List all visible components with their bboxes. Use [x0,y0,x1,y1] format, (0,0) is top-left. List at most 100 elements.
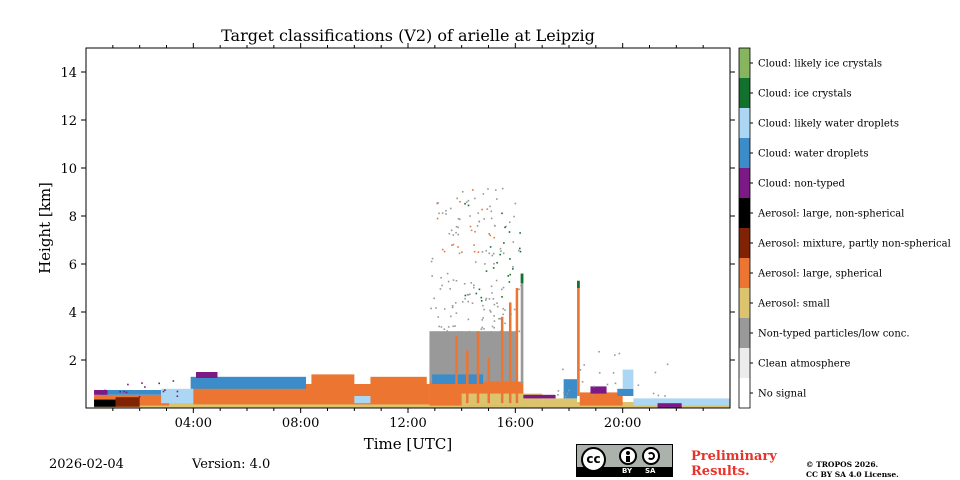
scatter-4-point [125,391,128,394]
scatter-0-point [485,297,488,300]
y-axis-label: Height [km] [36,182,54,274]
scatter-0-point [493,320,496,322]
class-region-3 [115,397,140,407]
class-region-6 [161,388,199,404]
scatter-4-point [141,382,143,384]
scatter-1-point [485,270,488,272]
scatter-1-point [508,231,511,233]
scatter-0-point [455,312,458,314]
legend-label-0: No signal [758,389,806,400]
legend-label-9: Cloud: likely water droplets [758,119,899,130]
y-tick-label-5: 12 [60,114,77,129]
scatter-4-point [144,386,146,388]
x-tick-label-3: 16:00 [497,416,534,431]
scatter-3-point [664,395,666,397]
preliminary-line-1: Preliminary [691,449,777,464]
scatter-2-point [472,189,474,191]
scatter-0-point [457,226,459,229]
scatter-0-point [449,288,452,290]
y-tick-label-1: 4 [69,306,77,321]
scatter-0-point [508,221,511,224]
class-region-18 [523,394,556,399]
scatter-0-point [513,215,515,218]
y-tick-label-0: 2 [69,354,77,369]
legend-label-5: Aerosol: mixture, partly non-spherical [757,239,951,250]
scatter-3-point [557,390,560,392]
scatter-0-point [430,260,433,263]
scatter-0-point [473,284,475,287]
scatter-4-point [123,390,126,393]
scatter-0-point [431,257,434,260]
class-column-0 [455,336,458,404]
scatter-0-point [440,326,443,328]
scatter-3-point [666,363,669,366]
scatter-1-point [489,246,492,248]
scatter-2-point [493,236,496,239]
scatter-1-point [508,281,511,283]
scatter-0-point [478,220,481,223]
scatter-3-point [614,354,616,356]
axes: 04:00 08:00 12:00 16:00 20:00 2 4 6 8 10 12 14 [60,43,735,431]
preliminary-line-2: Results. [691,464,750,479]
legend-swatch-1 [739,348,750,378]
legend-label-10: Cloud: ice crystals [758,89,852,100]
class-column-1 [466,350,469,404]
scatter-0-point [502,252,505,255]
scatter-0-point [430,307,432,310]
scatter-0-point [490,331,492,333]
scatter-0-point [518,330,521,333]
scatter-3-point [657,394,660,397]
scatter-0-point [471,302,474,305]
scatter-1-point [512,268,514,270]
scatter-0-point [457,233,460,236]
scatter-4-point [172,380,175,382]
scatter-0-point [450,315,452,318]
scatter-0-point [520,284,522,287]
scatter-0-point [496,305,499,308]
scatter-0-point [505,225,507,228]
scatter-1-point [519,232,521,234]
scatter-0-point [441,284,443,287]
scatter-1-point [475,292,478,295]
legend-label-1: Clean atmosphere [758,359,851,370]
scatter-2-point [436,202,438,205]
badge-bottom-bar [577,467,672,476]
class-region-21 [563,379,578,399]
scatter-3-point [581,381,584,383]
scatter-0-point [464,297,466,300]
scatter-0-point [473,197,476,200]
scatter-0-point [495,279,498,282]
preliminary-results-note: Preliminary Results. [691,449,777,479]
class-region-25 [657,403,682,408]
scatter-0-point [451,304,454,307]
legend-swatch-2 [739,318,750,348]
scatter-0-point [512,265,514,268]
legend-swatch-7 [739,168,750,198]
scatter-0-point [463,283,466,285]
y-tick-label-6: 14 [60,66,77,81]
y-tick-label-3: 8 [69,210,77,225]
scatter-0-point [485,299,487,301]
scatter-0-point [496,302,498,304]
class-region-27 [577,280,580,288]
scatter-0-point [457,217,460,220]
scatter-0-point [492,252,495,255]
scatter-1-point [480,299,483,302]
scatter-0-point [481,326,484,329]
scatter-0-point [500,250,502,252]
legend-swatch-9 [739,108,750,138]
scatter-0-point [476,225,479,227]
scatter-0-point [483,308,485,311]
x-tick-label-2: 12:00 [389,416,426,431]
scatter-1-point [519,250,522,253]
class-region-11 [370,376,427,404]
class-region-4 [99,390,162,395]
scatter-3-point [637,384,640,387]
plot-frame [85,47,731,409]
scatter-0-point [485,249,488,252]
scatter-1-point [507,275,510,277]
scatter-0-point [494,225,496,227]
footer-version: Version: 4.0 [192,457,271,472]
scatter-0-point [490,217,493,220]
scatter-0-point [493,303,496,306]
